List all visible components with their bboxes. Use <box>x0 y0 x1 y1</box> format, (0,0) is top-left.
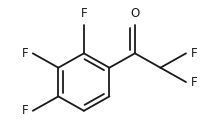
Text: F: F <box>21 104 28 117</box>
Text: F: F <box>191 47 197 60</box>
Text: O: O <box>130 7 140 20</box>
Text: F: F <box>191 76 197 89</box>
Text: F: F <box>21 47 28 60</box>
Text: F: F <box>81 7 87 20</box>
